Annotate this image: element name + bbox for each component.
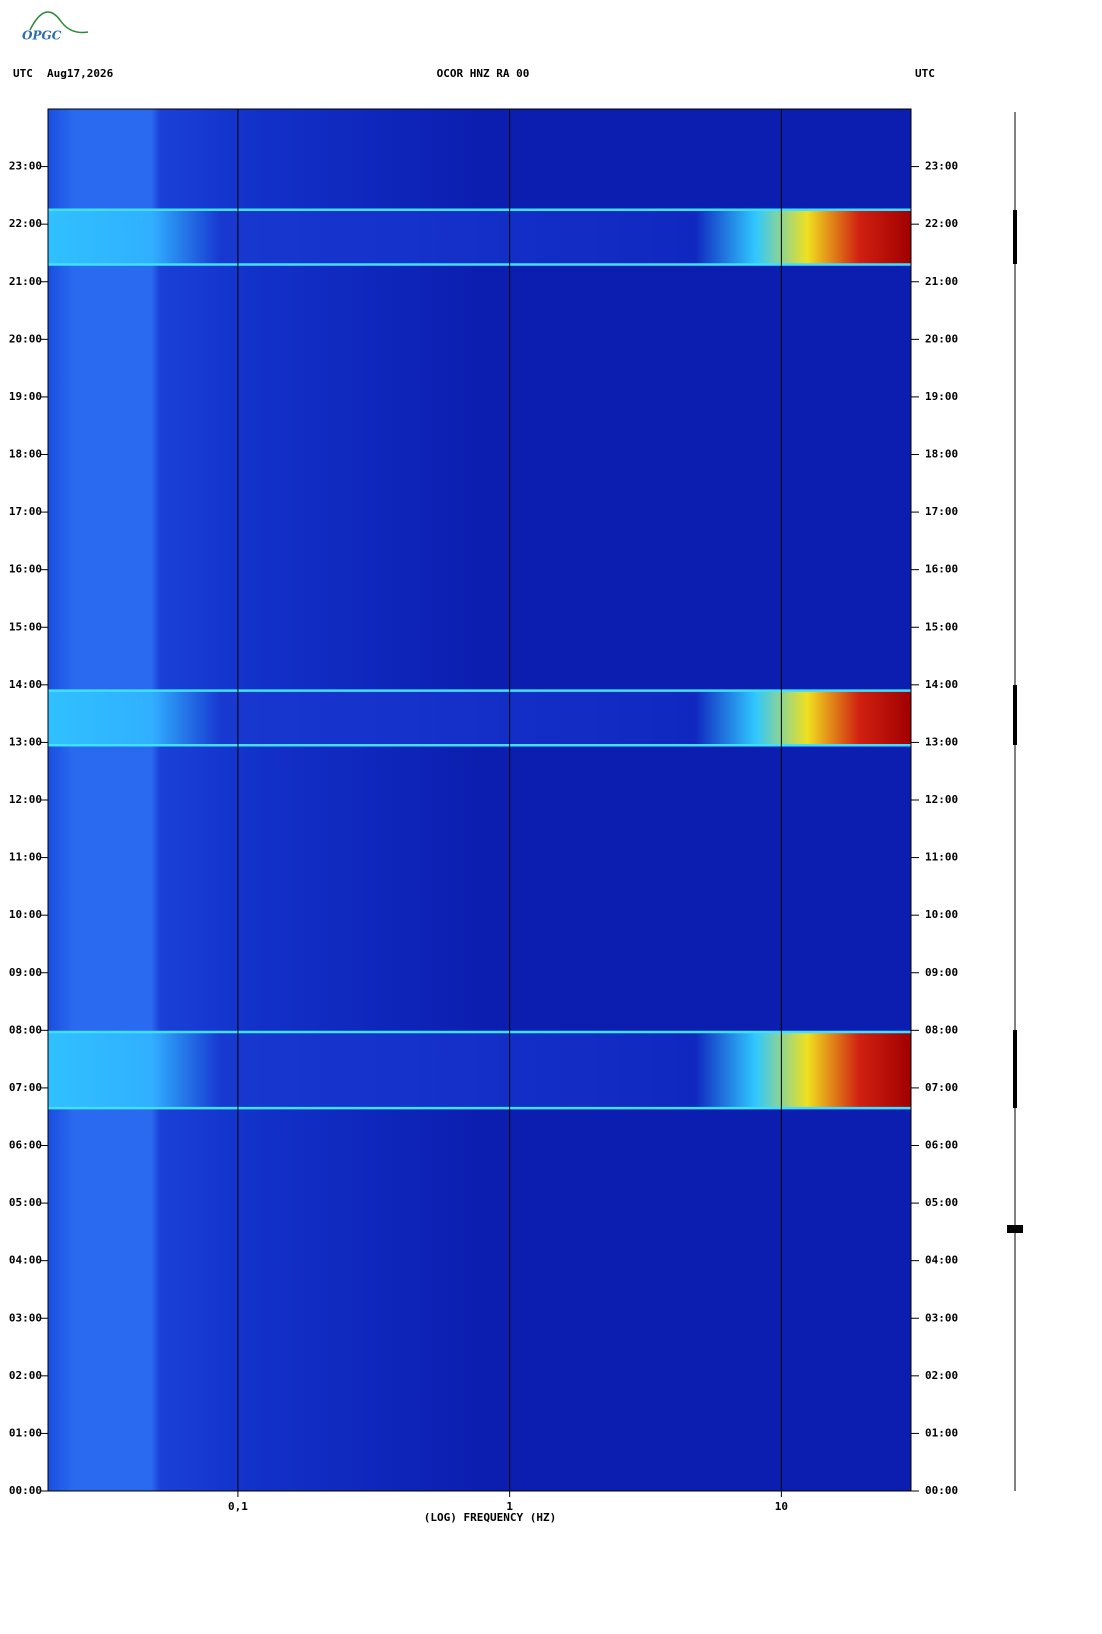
y-tick-label-left: 08:00 (9, 1023, 42, 1036)
y-tick-label-right: 08:00 (925, 1023, 958, 1036)
y-tick-label-left: 09:00 (9, 966, 42, 979)
y-tick-label-left: 14:00 (9, 678, 42, 691)
y-tick-label-right: 00:00 (925, 1484, 958, 1497)
y-tick-label-right: 20:00 (925, 332, 958, 345)
y-tick-label-left: 03:00 (9, 1311, 42, 1324)
y-tick-label-left: 05:00 (9, 1196, 42, 1209)
y-tick-label-right: 03:00 (925, 1311, 958, 1324)
y-tick-label-right: 17:00 (925, 505, 958, 518)
y-tick-label-left: 18:00 (9, 448, 42, 461)
y-tick-label-left: 16:00 (9, 563, 42, 576)
time-zone-left: UTC (13, 67, 33, 80)
y-tick-label-right: 19:00 (925, 390, 958, 403)
x-tick-label: 0,1 (228, 1500, 248, 1513)
y-tick-label-left: 12:00 (9, 793, 42, 806)
y-tick-label-left: 15:00 (9, 620, 42, 633)
y-tick-label-left: 13:00 (9, 735, 42, 748)
time-zone-right: UTC (915, 67, 935, 80)
y-tick-label-left: 20:00 (9, 332, 42, 345)
y-tick-label-right: 06:00 (925, 1139, 958, 1152)
y-tick-label-left: 01:00 (9, 1426, 42, 1439)
y-tick-label-right: 21:00 (925, 275, 958, 288)
event-band (48, 690, 911, 746)
y-tick-label-right: 01:00 (925, 1426, 958, 1439)
y-tick-label-left: 19:00 (9, 390, 42, 403)
y-tick-label-left: 11:00 (9, 851, 42, 864)
y-tick-label-right: 14:00 (925, 678, 958, 691)
event-band (48, 209, 911, 265)
y-tick-label-left: 23:00 (9, 160, 42, 173)
y-tick-label-right: 09:00 (925, 966, 958, 979)
y-tick-label-right: 16:00 (925, 563, 958, 576)
y-tick-label-left: 17:00 (9, 505, 42, 518)
y-tick-label-right: 05:00 (925, 1196, 958, 1209)
y-tick-label-left: 22:00 (9, 217, 42, 230)
y-tick-label-right: 23:00 (925, 160, 958, 173)
y-tick-label-left: 00:00 (9, 1484, 42, 1497)
y-tick-label-right: 11:00 (925, 851, 958, 864)
y-tick-label-left: 02:00 (9, 1369, 42, 1382)
y-tick-label-right: 18:00 (925, 448, 958, 461)
y-tick-label-left: 07:00 (9, 1081, 42, 1094)
y-tick-label-right: 10:00 (925, 908, 958, 921)
x-tick-label: 1 (506, 1500, 513, 1513)
plot-frame (47, 108, 912, 1492)
y-tick-label-left: 04:00 (9, 1254, 42, 1267)
y-tick-label-left: 06:00 (9, 1139, 42, 1152)
x-axis-label: (LOG) FREQUENCY (HZ) (424, 1511, 556, 1524)
x-tick-label: 10 (775, 1500, 788, 1513)
y-tick-label-right: 15:00 (925, 620, 958, 633)
y-tick-label-left: 10:00 (9, 908, 42, 921)
y-tick-label-right: 02:00 (925, 1369, 958, 1382)
y-tick-label-left: 21:00 (9, 275, 42, 288)
y-tick-label-right: 22:00 (925, 217, 958, 230)
y-tick-label-right: 04:00 (925, 1254, 958, 1267)
spectrogram-background (48, 109, 911, 1491)
seismogram-trace (1007, 112, 1023, 1491)
logo: OPGC (22, 11, 89, 43)
logo-text: OPGC (22, 29, 62, 43)
chart-title: OCOR HNZ RA 00 (437, 67, 530, 80)
y-tick-label-right: 12:00 (925, 793, 958, 806)
y-tick-label-right: 13:00 (925, 735, 958, 748)
date: Aug17,2026 (47, 67, 114, 80)
y-tick-label-right: 07:00 (925, 1081, 958, 1094)
event-band (48, 1032, 911, 1109)
